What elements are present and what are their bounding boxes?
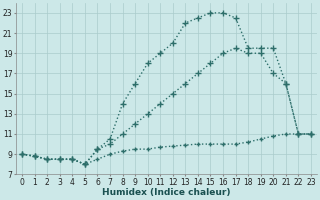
- X-axis label: Humidex (Indice chaleur): Humidex (Indice chaleur): [102, 188, 231, 197]
